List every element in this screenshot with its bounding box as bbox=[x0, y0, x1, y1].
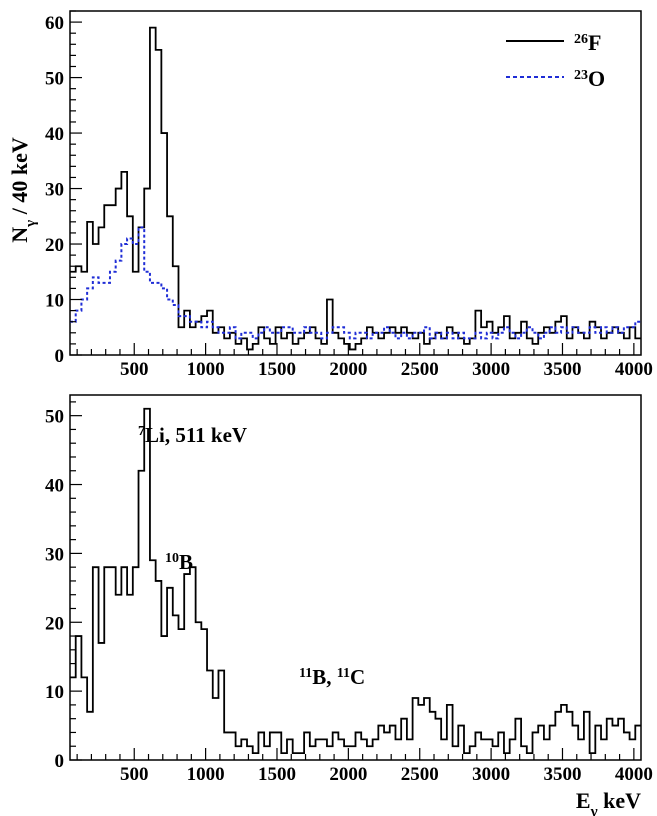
bottom-series-group bbox=[70, 407, 641, 755]
annotation-7li-511kev: 7Li, 511 keV bbox=[138, 423, 247, 447]
top-panel: 500 1000 1500 2000 2500 3000 3500 4000 0 10 20 30 4… bbox=[7, 10, 653, 380]
bottom-y-ticks: 0 10 20 30 40 50 bbox=[45, 401, 82, 772]
x-tick-label: 1500 bbox=[258, 764, 296, 785]
legend-label-23o: 23O bbox=[574, 66, 605, 91]
annotation-11b-11c: 11B, 11C bbox=[299, 665, 365, 689]
y-tick-label: 40 bbox=[45, 124, 64, 145]
y-tick-label: 20 bbox=[45, 235, 64, 256]
x-tick-label: 3500 bbox=[543, 359, 581, 380]
x-tick-label: 2500 bbox=[401, 359, 439, 380]
bottom-x-axis-title: Eγ keV bbox=[576, 788, 641, 816]
y-tick-label: 50 bbox=[45, 407, 64, 428]
y-tick-label: 0 bbox=[55, 751, 65, 772]
x-tick-label: 2000 bbox=[329, 359, 367, 380]
legend-label-26f: 26F bbox=[574, 30, 601, 55]
x-tick-label: 4000 bbox=[615, 359, 653, 380]
y-tick-label: 50 bbox=[45, 69, 64, 90]
x-tick-label: 2500 bbox=[401, 764, 439, 785]
x-tick-label: 500 bbox=[120, 359, 149, 380]
top-legend: 26F 23O bbox=[506, 30, 605, 91]
y-tick-label: 0 bbox=[55, 346, 65, 367]
annotation-10b: 10B bbox=[165, 550, 193, 574]
histogram-series-0-0 bbox=[70, 26, 641, 351]
x-tick-label: 1500 bbox=[258, 359, 296, 380]
y-tick-label: 40 bbox=[45, 476, 64, 497]
x-tick-label: 1000 bbox=[187, 359, 225, 380]
histogram-series-1-0 bbox=[70, 407, 641, 755]
x-tick-label: 3500 bbox=[543, 764, 581, 785]
y-tick-label: 60 bbox=[45, 13, 64, 34]
top-y-axis-title: Nγ / 40 keV bbox=[7, 137, 39, 243]
top-x-ticks: 500 1000 1500 2000 2500 3000 3500 4000 bbox=[76, 343, 653, 380]
y-tick-label: 30 bbox=[45, 180, 64, 201]
x-tick-label: 500 bbox=[120, 764, 149, 785]
y-tick-label: 20 bbox=[45, 613, 64, 634]
y-tick-label: 10 bbox=[45, 682, 64, 703]
top-plot-frame bbox=[69, 10, 642, 356]
y-tick-label: 30 bbox=[45, 544, 64, 565]
x-tick-label: 3000 bbox=[472, 764, 510, 785]
histogram-series-0-1 bbox=[70, 226, 641, 340]
x-tick-label: 1000 bbox=[187, 764, 225, 785]
top-y-ticks: 0 10 20 30 40 50 60 bbox=[45, 10, 82, 367]
x-tick-label: 3000 bbox=[472, 359, 510, 380]
bottom-panel: 500 1000 1500 2000 2500 3000 3500 4000 0 10 20 30 4… bbox=[45, 394, 653, 816]
bottom-x-ticks: 500 1000 1500 2000 2500 3000 3500 4000 bbox=[76, 748, 653, 785]
x-tick-label: 4000 bbox=[615, 764, 653, 785]
top-series-group bbox=[70, 26, 641, 351]
y-tick-label: 10 bbox=[45, 291, 64, 312]
x-tick-label: 2000 bbox=[329, 764, 367, 785]
bottom-plot-frame bbox=[69, 394, 642, 761]
